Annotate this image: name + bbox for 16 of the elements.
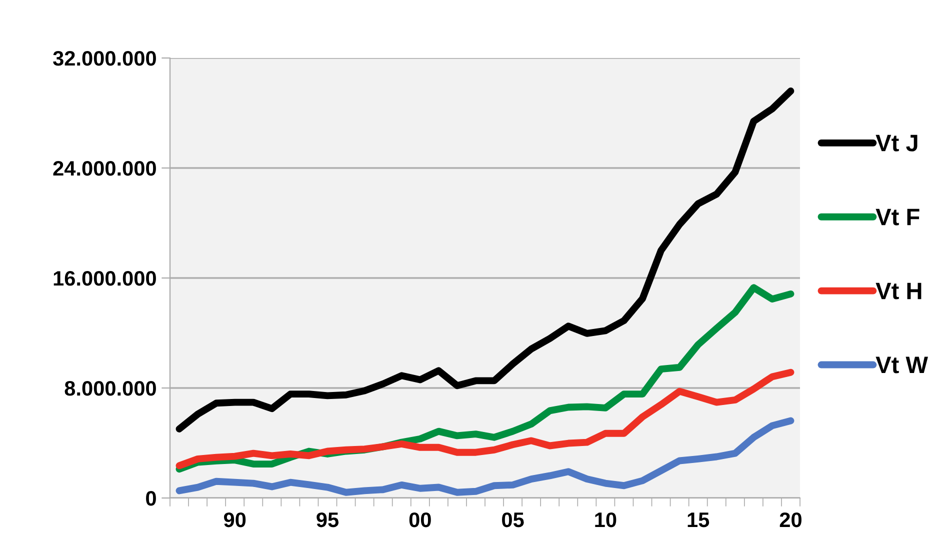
y-tick-label: 32.000.000 [53, 51, 156, 66]
x-tick-label: 20 [780, 512, 802, 528]
y-tick-label: 0 [146, 491, 156, 506]
y-tick-label: 24.000.000 [53, 161, 156, 176]
x-tick-label: 00 [409, 512, 431, 528]
legend-label: Vt H [876, 282, 922, 300]
legend-label: Vt J [876, 134, 918, 152]
y-tick-label: 16.000.000 [54, 271, 156, 286]
x-tick-label: 10 [595, 512, 616, 528]
x-tick-label: 90 [224, 512, 246, 528]
legend-label: Vt F [876, 208, 920, 226]
legend-label: Vt W [876, 356, 928, 374]
y-tick-label: 8.000.000 [64, 381, 156, 396]
x-tick-label: 05 [502, 512, 524, 528]
x-tick-label: 15 [688, 512, 710, 528]
x-tick-label: 95 [316, 512, 339, 528]
